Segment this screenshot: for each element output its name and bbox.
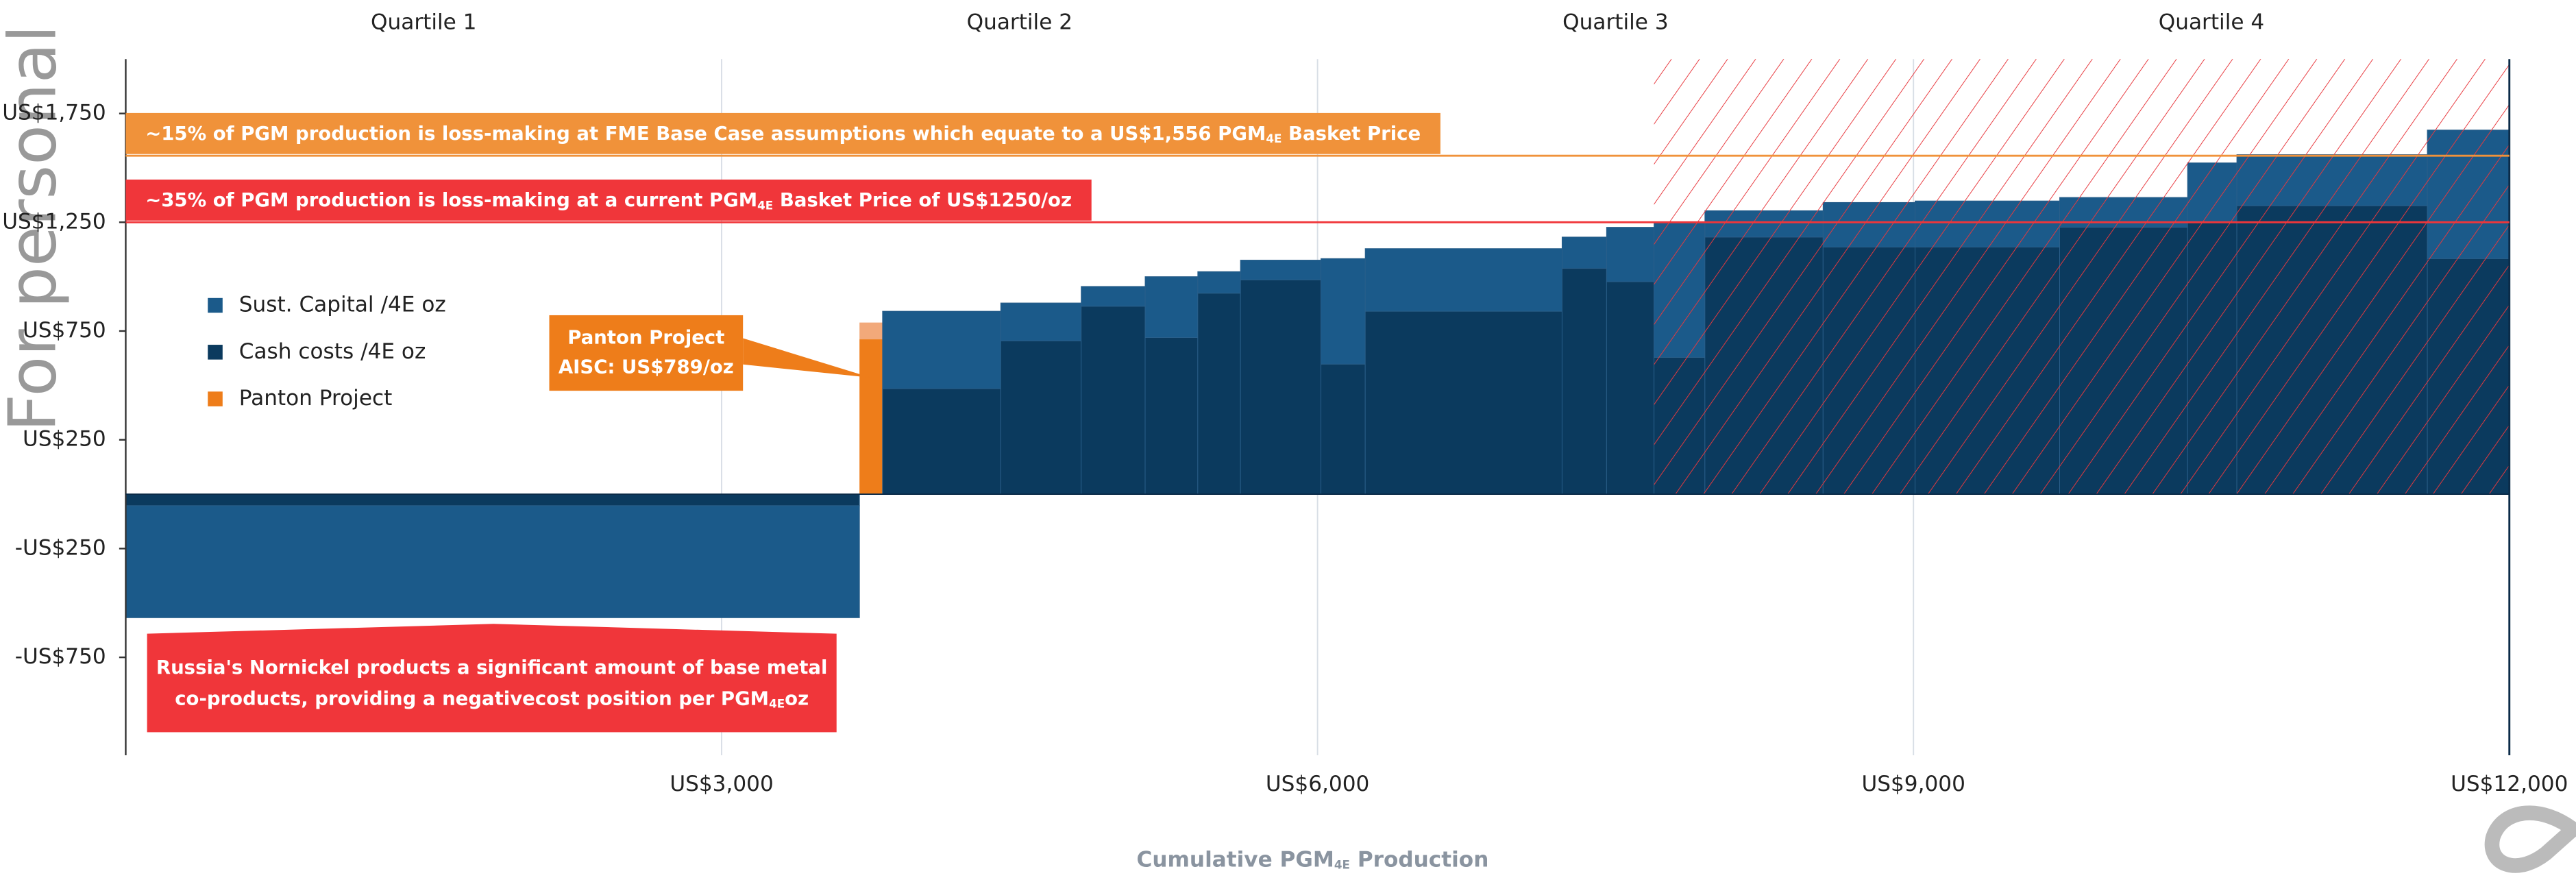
text-part: Basket Price [1281, 123, 1421, 145]
y-tick-label: -US$250 [15, 535, 106, 560]
x-tick-label: US$6,000 [1266, 772, 1369, 796]
legend-swatch [208, 391, 223, 406]
sust-capital-bar [1606, 227, 1655, 282]
note-text: Russia's Nornickel products a significan… [156, 657, 828, 679]
x-axis-title: Cumulative PGM4E Production [1137, 847, 1489, 872]
sust-capital-bar [1364, 248, 1562, 312]
note-box [147, 624, 837, 733]
cash-cost-bar [1197, 293, 1241, 495]
watermark: For personal u [0, 0, 71, 432]
text-part: ~35% of PGM production is loss-making at… [145, 189, 757, 211]
cash-cost-bar [882, 388, 1001, 495]
x-tick-label: US$3,000 [670, 772, 773, 796]
cash-cost-bar [1561, 268, 1607, 495]
sust-capital-bar [1197, 271, 1241, 294]
y-tick-label: US$1,250 [2, 209, 106, 234]
subscript: 4E [769, 697, 785, 711]
sust-capital-bar [1561, 236, 1607, 269]
reference-label: ~15% of PGM production is loss-making at… [145, 123, 1421, 145]
sust-capital-bar [1144, 276, 1199, 338]
subscript: 4E [1334, 857, 1350, 871]
reference-label-box [125, 180, 1092, 221]
y-tick-label: US$250 [23, 427, 106, 452]
loss-region [1654, 59, 2510, 495]
subscript: 4E [757, 198, 773, 212]
text-part: co-products, providing a negativecost po… [175, 687, 769, 709]
logo [2484, 805, 2576, 873]
cash-cost-bar [125, 493, 860, 506]
y-tick-label: -US$750 [15, 644, 106, 669]
sust-capital-bar [125, 505, 860, 618]
cash-cost-bar [1240, 279, 1322, 495]
legend-swatch [208, 297, 223, 313]
note-text: co-products, providing a negativecost po… [175, 687, 809, 710]
cash-cost-bar [859, 339, 883, 495]
quartile-label: Quartile 4 [2159, 10, 2264, 35]
text-part: oz [785, 687, 809, 709]
cash-cost-bar [1606, 281, 1655, 495]
sust-capital-bar [1240, 260, 1322, 280]
sust-capital-bar [1000, 302, 1082, 341]
quartile-label: Quartile 3 [1562, 10, 1668, 35]
cash-cost-bar [1081, 306, 1146, 495]
legend-swatch [208, 345, 223, 360]
sust-capital-bar [882, 310, 1001, 389]
text-part: Russia's Nornickel products a significan… [156, 657, 828, 679]
y-tick-label: US$750 [23, 318, 106, 343]
cash-cost-bar [1144, 337, 1199, 495]
legend-label: Sust. Capital /4E oz [239, 293, 446, 317]
quartile-label: Quartile 2 [967, 10, 1072, 35]
reference-label-box [125, 112, 1440, 154]
x-tick-label: US$9,000 [1861, 772, 1965, 796]
callout-text: Panton Project [567, 326, 724, 348]
quartile-label: Quartile 1 [371, 10, 476, 35]
x-tick-label: US$12,000 [2451, 772, 2568, 796]
sust-capital-bar [1321, 258, 1366, 365]
callout-pointer [743, 338, 872, 378]
cash-cost-bar [1364, 310, 1562, 495]
text-part: ~15% of PGM production is loss-making at… [145, 123, 1266, 145]
callout-text: AISC: US$789/oz [559, 356, 734, 378]
reference-label: ~35% of PGM production is loss-making at… [145, 189, 1072, 212]
text-part: Basket Price of US$1250/oz [773, 189, 1072, 211]
callout-box [549, 315, 744, 391]
sust-capital-bar [1081, 286, 1146, 307]
text-part: Production [1350, 847, 1488, 872]
legend-label: Panton Project [239, 386, 393, 411]
y-tick-label: US$1,750 [2, 101, 106, 125]
legend-label: Cash costs /4E oz [239, 339, 426, 364]
text-part: Cumulative PGM [1137, 847, 1334, 872]
cash-cost-bar [1000, 340, 1082, 495]
subscript: 4E [1266, 132, 1281, 145]
sust-capital-bar [859, 322, 883, 340]
cash-cost-bar [1321, 363, 1366, 495]
